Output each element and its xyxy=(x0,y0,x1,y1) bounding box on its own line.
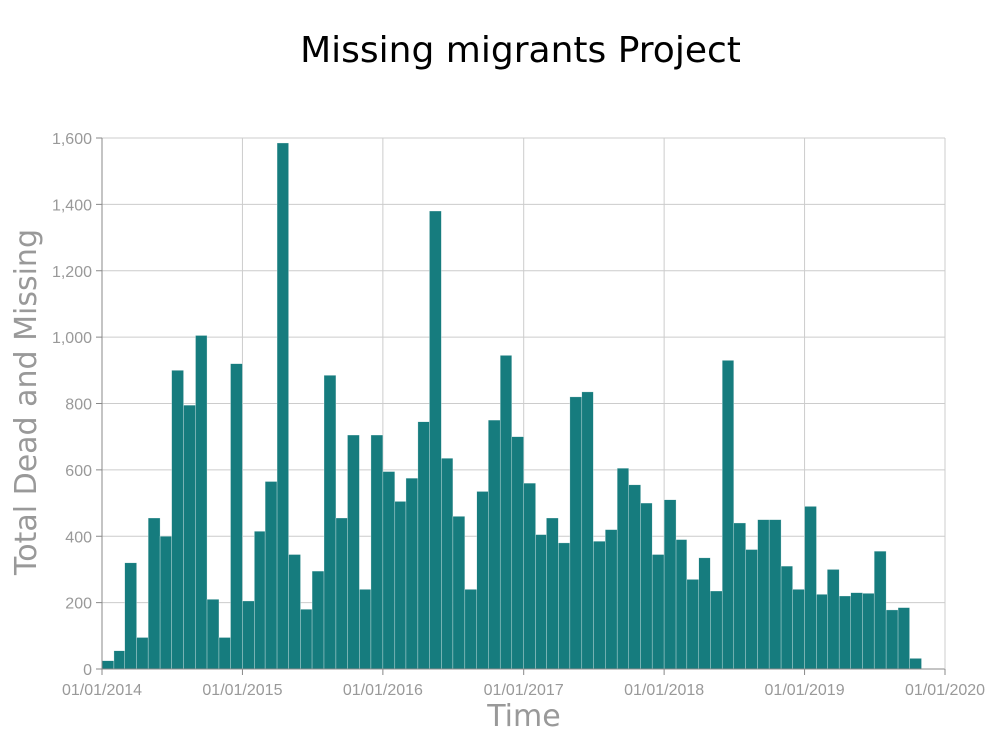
bar xyxy=(335,517,348,670)
chart-title: Missing migrants Project xyxy=(300,30,741,71)
bar xyxy=(101,660,115,670)
bar xyxy=(628,484,641,670)
bar xyxy=(347,434,360,670)
bar xyxy=(745,549,758,670)
bar xyxy=(370,434,384,670)
bar xyxy=(311,570,325,670)
bar xyxy=(558,542,571,670)
bar xyxy=(827,569,840,670)
bar xyxy=(535,534,547,670)
bar xyxy=(359,589,372,670)
y-tick-labels: 0 200 400 600 800 1,000 1,200 1,400 1,600 xyxy=(52,131,92,679)
bar xyxy=(464,589,478,670)
bar xyxy=(405,477,419,670)
bar xyxy=(476,491,489,670)
bar xyxy=(499,355,513,670)
bar xyxy=(686,579,700,670)
bar xyxy=(663,499,677,670)
x-tick-label: 01/01/2020 xyxy=(905,682,985,699)
bar xyxy=(675,539,688,670)
bar xyxy=(276,142,289,670)
bar xyxy=(523,482,536,670)
bar xyxy=(804,506,817,670)
bar xyxy=(593,540,606,670)
bar xyxy=(124,562,137,670)
bar xyxy=(546,517,559,670)
bar xyxy=(206,599,220,670)
bar xyxy=(159,536,172,670)
bar xyxy=(885,609,899,670)
bar xyxy=(616,467,629,670)
y-tick-label: 1,600 xyxy=(52,131,92,148)
bar xyxy=(218,637,231,670)
axes xyxy=(96,137,946,675)
y-tick-label: 800 xyxy=(65,397,92,414)
bar xyxy=(569,396,583,670)
bar xyxy=(417,421,430,670)
bar xyxy=(113,650,125,670)
bar xyxy=(230,363,243,670)
bar xyxy=(873,550,887,670)
bar xyxy=(136,637,149,670)
x-tick-label: 01/01/2016 xyxy=(343,682,423,699)
bar xyxy=(429,210,442,670)
y-axis-title: Total Dead and Missing xyxy=(9,229,44,576)
bar xyxy=(780,565,793,670)
bar xyxy=(254,531,266,670)
x-tick-labels: 01/01/2014 01/01/2015 01/01/2016 01/01/2017… xyxy=(62,682,985,699)
y-tick-label: 1,400 xyxy=(52,197,92,214)
bar xyxy=(394,501,407,670)
bar xyxy=(909,658,922,670)
x-tick-label: 01/01/2018 xyxy=(624,682,704,699)
bar xyxy=(838,595,851,670)
bar xyxy=(441,458,454,670)
y-tick-label: 400 xyxy=(65,529,92,546)
x-tick-label: 01/01/2014 xyxy=(62,682,142,699)
bar xyxy=(768,519,782,670)
bar xyxy=(651,554,665,670)
bar xyxy=(242,600,255,670)
y-tick-label: 1,000 xyxy=(52,330,92,347)
x-tick-label: 01/01/2017 xyxy=(484,682,564,699)
bar xyxy=(581,391,594,670)
y-tick-label: 200 xyxy=(65,596,92,613)
x-axis-title: Time xyxy=(486,699,560,734)
bar xyxy=(710,590,723,670)
bar xyxy=(792,589,805,670)
bar xyxy=(171,370,184,670)
bar xyxy=(488,419,501,670)
y-tick-label: 0 xyxy=(83,662,92,679)
bar xyxy=(640,502,653,670)
bar xyxy=(897,607,910,670)
x-tick-label: 01/01/2015 xyxy=(202,682,282,699)
y-tick-label: 600 xyxy=(65,463,92,480)
bar xyxy=(862,593,875,670)
bar xyxy=(323,375,337,670)
bar xyxy=(733,522,746,670)
bar xyxy=(698,557,711,670)
bar xyxy=(183,404,196,670)
bar xyxy=(382,471,396,670)
bar xyxy=(757,519,770,670)
bar xyxy=(511,436,524,670)
bar xyxy=(264,481,278,670)
y-tick-label: 1,200 xyxy=(52,264,92,281)
bar xyxy=(721,360,735,670)
bar xyxy=(195,335,208,670)
bar xyxy=(288,554,301,670)
bar xyxy=(300,609,313,670)
bars xyxy=(101,142,922,670)
bar xyxy=(605,529,618,670)
bar xyxy=(850,592,863,670)
bar xyxy=(452,516,466,670)
bar xyxy=(816,594,828,670)
bar xyxy=(147,517,161,670)
x-tick-label: 01/01/2019 xyxy=(765,682,845,699)
